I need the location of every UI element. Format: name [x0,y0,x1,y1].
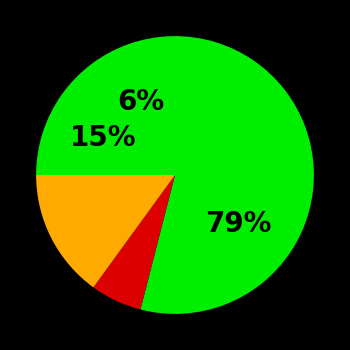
Text: 15%: 15% [70,125,136,153]
Text: 79%: 79% [205,210,272,238]
Text: 6%: 6% [117,88,164,116]
Wedge shape [93,175,175,309]
Wedge shape [36,36,314,314]
Wedge shape [36,175,175,287]
